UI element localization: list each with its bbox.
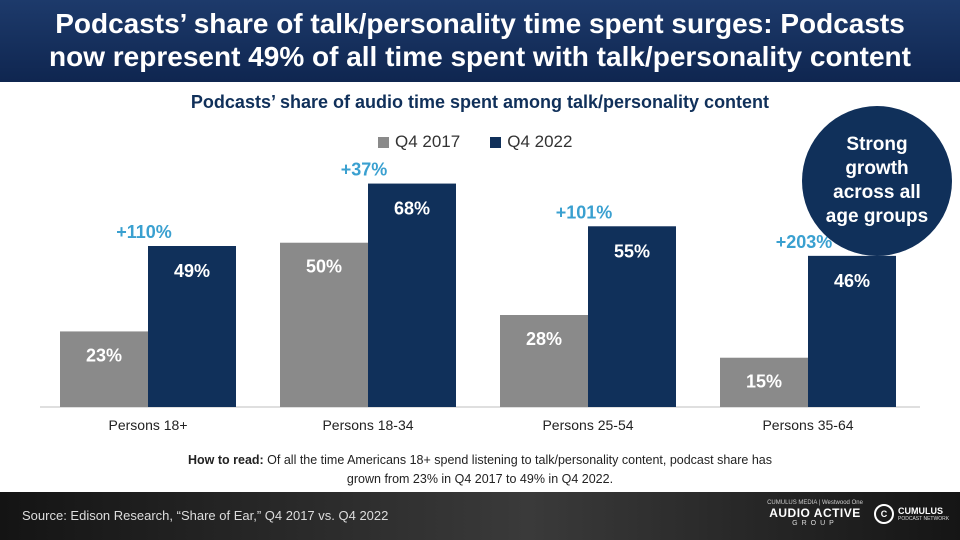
- legend-label-q4-2017: Q4 2017: [395, 132, 461, 151]
- cumulus-logo-text: CUMULUS: [898, 505, 943, 516]
- chart-legend: Q4 2017 Q4 2022: [378, 132, 572, 152]
- growth-label: +203%: [776, 232, 833, 252]
- bar-value-label: 55%: [614, 241, 650, 261]
- bar-q4-2017: [720, 357, 808, 407]
- legend-label-q4-2022: Q4 2022: [507, 132, 573, 151]
- how-to-read-line-1: Of all the time Americans 18+ spend list…: [263, 453, 772, 467]
- audio-active-group-logo: CUMULUS MEDIA | Westwood One AUDIO ACTIV…: [760, 500, 870, 527]
- category-label: Persons 18+: [109, 417, 188, 433]
- how-to-read-line-2: grown from 23% in Q4 2017 to 49% in Q4 2…: [346, 472, 614, 486]
- bar-q4-2017: [500, 315, 588, 407]
- bar-value-label: 49%: [174, 261, 210, 281]
- bar-q4-2017: [280, 242, 368, 407]
- legend-item-q4-2017: Q4 2017: [378, 132, 460, 152]
- cumulus-logo-icon: C: [874, 504, 894, 524]
- how-to-read-label: How to read:: [188, 453, 264, 467]
- legend-swatch-q4-2022: [490, 136, 502, 148]
- headline-line-2: now represent 49% of all time spent with…: [49, 41, 911, 72]
- bar-value-label: 23%: [86, 345, 122, 365]
- bar-chart: 23% 49%+110% Persons 18+ 50% 68% +37% Persons …: [40, 160, 920, 433]
- legend-swatch-q4-2017: [378, 136, 389, 148]
- bar-value-label: 15%: [746, 372, 782, 392]
- logo-main-text: AUDIO ACTIVE: [769, 506, 861, 520]
- bar-q4-2022: [368, 183, 456, 407]
- bar-q4-2022: [588, 226, 676, 407]
- category-label: Persons 25-54: [542, 417, 633, 433]
- bar-value-label: 46%: [834, 271, 870, 291]
- logo-top-text: CUMULUS MEDIA | Westwood One: [767, 500, 863, 506]
- bar-value-label: 28%: [526, 329, 562, 349]
- logo-sub-text: GROUP: [792, 520, 838, 527]
- growth-callout-badge: Strong growth across all age groups: [802, 106, 952, 256]
- category-label: Persons 18-34: [322, 417, 413, 433]
- growth-label: +101%: [556, 202, 613, 222]
- bar-q4-2022: [148, 246, 236, 407]
- bar-q4-2017: [60, 331, 148, 407]
- cumulus-podcast-network-logo: C CUMULUS PODCAST NETWORK: [874, 504, 949, 524]
- chart-title: Podcasts’ share of audio time spent amon…: [190, 92, 770, 112]
- growth-label: +37%: [341, 160, 388, 180]
- header-banner: Podcasts’ share of talk/personality time…: [0, 0, 960, 82]
- bar-q4-2022: [808, 255, 896, 407]
- footer-bar: Source: Edison Research, “Share of Ear,”…: [0, 492, 960, 540]
- legend-item-q4-2022: Q4 2022: [490, 132, 572, 152]
- how-to-read-note: How to read: Of all the time Americans 1…: [80, 451, 880, 489]
- category-label: Persons 35-64: [762, 417, 853, 433]
- bar-value-label: 50%: [306, 257, 342, 277]
- source-citation: Source: Edison Research, “Share of Ear,”…: [22, 508, 389, 523]
- growth-callout-text: Strong growth across all age groups: [825, 134, 929, 227]
- growth-label: +110%: [116, 222, 172, 242]
- bar-value-label: 68%: [394, 199, 430, 219]
- headline-line-1: Podcasts’ share of talk/personality time…: [55, 8, 905, 39]
- cumulus-logo-subtext: PODCAST NETWORK: [898, 515, 950, 522]
